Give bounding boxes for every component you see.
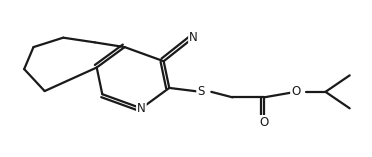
Text: O: O <box>260 116 269 129</box>
Text: N: N <box>189 31 198 44</box>
Text: S: S <box>197 85 205 98</box>
Text: N: N <box>137 102 146 115</box>
Text: O: O <box>291 85 300 98</box>
